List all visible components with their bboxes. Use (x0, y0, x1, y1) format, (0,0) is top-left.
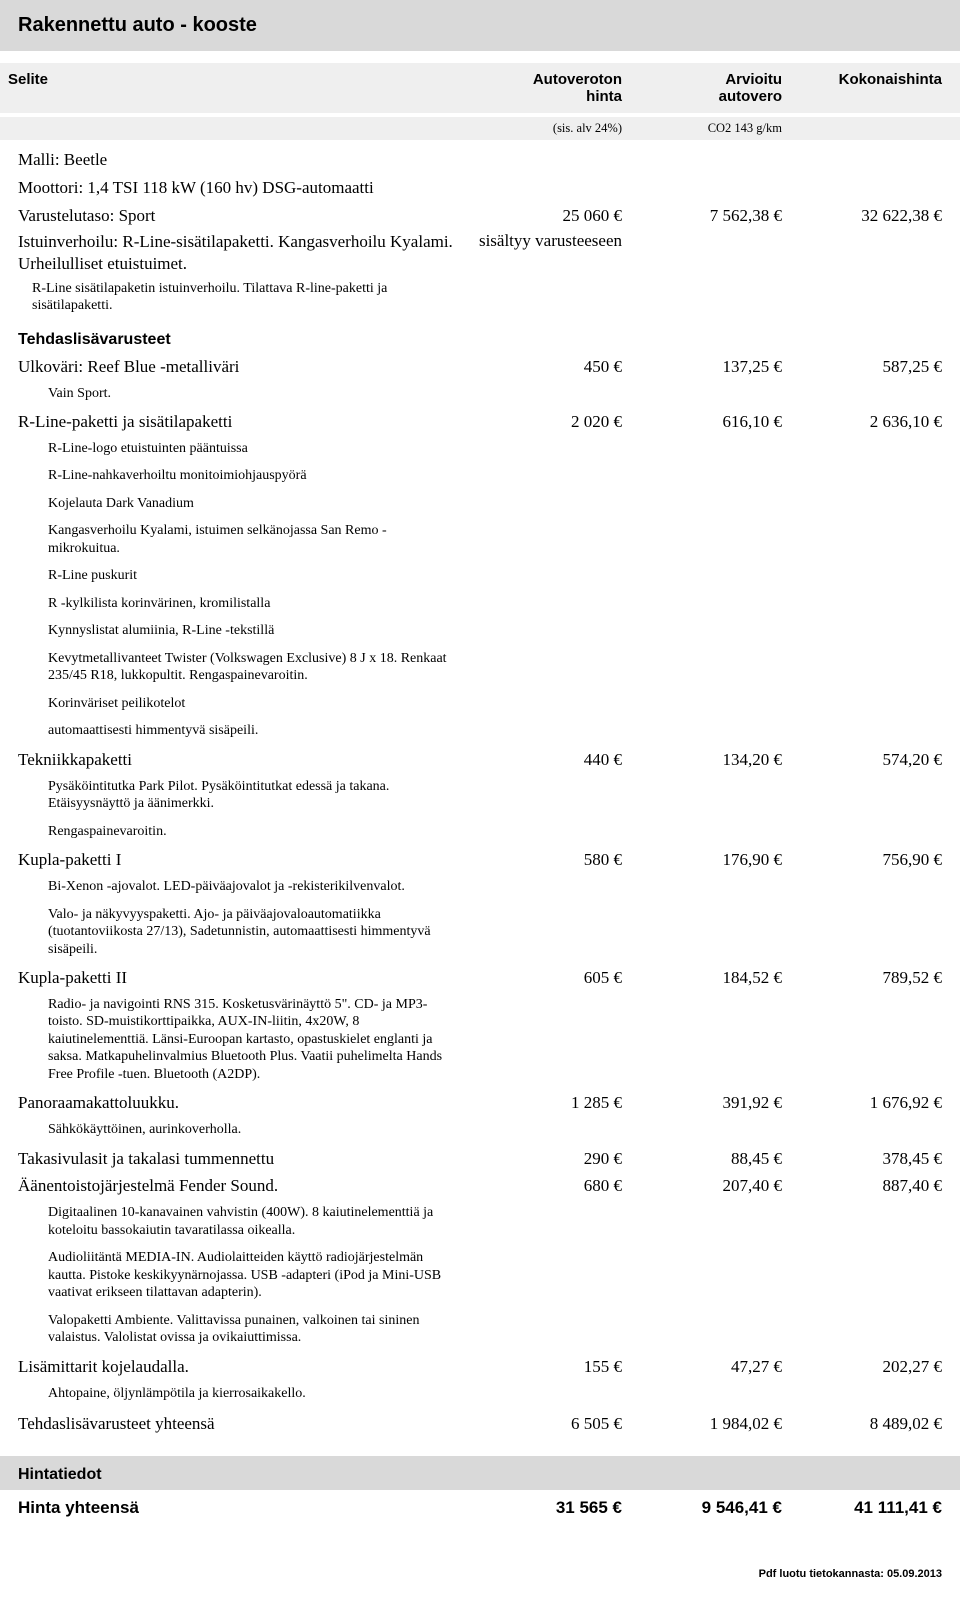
option-label: Kupla-paketti I (18, 848, 470, 872)
option-c3: 789,52 € (800, 966, 942, 990)
option-note: Korinväriset peilikotelot (18, 693, 185, 717)
page-title: Rakennettu auto - kooste (10, 14, 950, 37)
option-c3: 1 676,92 € (800, 1091, 942, 1115)
option-note: Bi-Xenon -ajovalot. LED-päiväajovalot ja… (18, 876, 405, 900)
header-kokonaishinta: Kokonaishinta (800, 71, 960, 105)
header-arvioitu: Arvioituautovero (640, 71, 800, 105)
option-c1: 605 € (470, 966, 640, 990)
upholstery-included: sisältyy varusteeseen (470, 231, 640, 251)
option-label: R-Line-paketti ja sisätilapaketti (18, 410, 470, 434)
footer-timestamp: Pdf luotu tietokannasta: 05.09.2013 (18, 1538, 942, 1590)
option-c3: 756,90 € (800, 848, 942, 872)
option-c3: 2 636,10 € (800, 410, 942, 434)
option-c2: 616,10 € (640, 410, 800, 434)
option-c3: 574,20 € (800, 748, 942, 772)
option-c2: 207,40 € (640, 1174, 800, 1198)
column-header-row: Selite Autoverotonhinta Arvioituautovero… (0, 63, 960, 113)
column-subheader-row: (sis. alv 24%) CO2 143 g/km (0, 117, 960, 140)
option-c1: 450 € (470, 355, 640, 379)
options-total-c2: 1 984,02 € (640, 1412, 800, 1436)
option-note: Digitaalinen 10-kanavainen vahvistin (40… (18, 1202, 448, 1243)
option-label: Lisämittarit kojelaudalla. (18, 1355, 470, 1379)
option-label: Tekniikkapaketti (18, 748, 470, 772)
option-c2: 184,52 € (640, 966, 800, 990)
trim-total: 32 622,38 € (800, 204, 942, 228)
option-c3: 202,27 € (800, 1355, 942, 1379)
option-c3: 587,25 € (800, 355, 942, 379)
grand-total-c2: 9 546,41 € (640, 1498, 800, 1518)
option-note: R-Line-nahkaverhoiltu monitoimiohjauspyö… (18, 465, 307, 489)
header-autoveroton: Autoverotonhinta (470, 71, 640, 105)
option-c2: 47,27 € (640, 1355, 800, 1379)
option-note: Pysäköintitutka Park Pilot. Pysäköintitu… (18, 776, 448, 817)
page-title-bar: Rakennettu auto - kooste (0, 0, 960, 53)
option-label: Äänentoistojärjestelmä Fender Sound. (18, 1174, 470, 1198)
option-label: Ulkoväri: Reef Blue -metalliväri (18, 355, 470, 379)
option-note: R -kylkilista korinvärinen, kromilistall… (18, 593, 270, 617)
option-c1: 440 € (470, 748, 640, 772)
trim-price-net: 25 060 € (470, 204, 640, 228)
option-note: Kevytmetallivanteet Twister (Volkswagen … (18, 648, 448, 689)
option-note: Kangasverhoilu Kyalami, istuimen selkäno… (18, 520, 448, 561)
option-note: Radio- ja navigointi RNS 315. Kosketusvä… (18, 994, 448, 1088)
option-c1: 580 € (470, 848, 640, 872)
price-info-heading: Hintatiedot (0, 1456, 960, 1490)
option-note: Audioliitäntä MEDIA-IN. Audiolaitteiden … (18, 1247, 448, 1306)
options-total-c3: 8 489,02 € (800, 1412, 942, 1436)
options-heading: Tehdaslisävarusteet (18, 321, 942, 353)
option-c3: 378,45 € (800, 1147, 942, 1171)
header-selite: Selite (0, 71, 470, 105)
option-c2: 391,92 € (640, 1091, 800, 1115)
option-label: Panoraamakattoluukku. (18, 1091, 470, 1115)
option-note: Kojelauta Dark Vanadium (18, 493, 194, 517)
option-c1: 1 285 € (470, 1091, 640, 1115)
option-note: R-Line-logo etuistuinten pääntuissa (18, 438, 248, 462)
option-note: automaattisesti himmentyvä sisäpeili. (18, 720, 258, 744)
engine-line: Moottori: 1,4 TSI 118 kW (160 hv) DSG-au… (18, 176, 938, 200)
option-note: Valopaketti Ambiente. Valittavissa punai… (18, 1310, 448, 1351)
grand-total-label: Hinta yhteensä (18, 1498, 470, 1518)
option-c1: 2 020 € (470, 410, 640, 434)
option-label: Kupla-paketti II (18, 966, 470, 990)
options-total-c1: 6 505 € (470, 1412, 640, 1436)
option-label: Takasivulasit ja takalasi tummennettu (18, 1147, 470, 1171)
model-line: Malli: Beetle (18, 148, 470, 172)
trim-label: Varustelutaso: Sport (18, 204, 470, 228)
option-c1: 290 € (470, 1147, 640, 1171)
upholstery-note: R-Line sisätilapaketin istuinverhoilu. T… (18, 278, 448, 319)
option-c2: 88,45 € (640, 1147, 800, 1171)
option-note: Valo- ja näkyvyyspaketti. Ajo- ja päiväa… (18, 904, 448, 963)
option-note: Sähkökäyttöinen, aurinkoverholla. (18, 1119, 241, 1143)
grand-total-row: Hinta yhteensä 31 565 € 9 546,41 € 41 11… (18, 1490, 942, 1538)
option-c2: 134,20 € (640, 748, 800, 772)
trim-tax: 7 562,38 € (640, 204, 800, 228)
option-c1: 155 € (470, 1355, 640, 1379)
grand-total-c1: 31 565 € (470, 1498, 640, 1518)
option-c1: 680 € (470, 1174, 640, 1198)
grand-total-c3: 41 111,41 € (800, 1498, 942, 1518)
subheader-alv: (sis. alv 24%) (470, 121, 640, 136)
options-total-label: Tehdaslisävarusteet yhteensä (18, 1412, 470, 1436)
option-note: Vain Sport. (18, 383, 111, 407)
subheader-co2: CO2 143 g/km (640, 121, 800, 136)
option-note: Kynnyslistat alumiinia, R-Line -tekstill… (18, 620, 274, 644)
option-c3: 887,40 € (800, 1174, 942, 1198)
option-note: Rengaspainevaroitin. (18, 821, 167, 845)
option-c2: 137,25 € (640, 355, 800, 379)
option-note: R-Line puskurit (18, 565, 137, 589)
option-c2: 176,90 € (640, 848, 800, 872)
upholstery-label: Istuinverhoilu: R-Line-sisätilapaketti. … (18, 231, 470, 274)
